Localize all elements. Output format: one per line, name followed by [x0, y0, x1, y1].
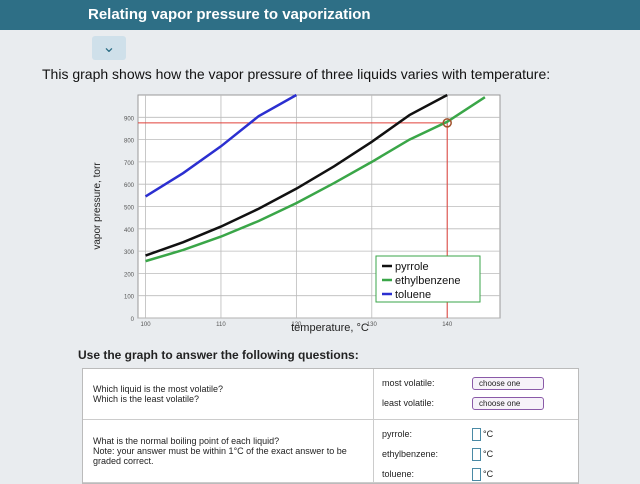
x-axis-label: temperature, °C	[291, 322, 369, 334]
collapse-button[interactable]: ⌄	[92, 36, 126, 60]
field-label: most volatile:	[382, 378, 435, 388]
y-tick-label: 400	[124, 228, 135, 234]
question-text: Which is the least volatile?	[93, 394, 200, 404]
unit: °C	[483, 429, 494, 439]
y-tick-label: 500	[124, 206, 135, 212]
answer-input[interactable]	[472, 427, 481, 441]
y-tick-label: 900	[124, 116, 135, 122]
question-text: Which liquid is the most volatile?	[93, 384, 224, 394]
data-line	[144, 93, 297, 198]
data-line	[145, 93, 448, 257]
y-tick-label: 200	[124, 272, 135, 278]
answer-input[interactable]	[472, 467, 481, 481]
y-tick-label: 100	[124, 295, 135, 301]
field: ethylbenzene: °C	[382, 444, 570, 464]
dropdown[interactable]: choose one	[472, 396, 544, 410]
y-axis-label: vapor pressure, torr	[92, 162, 103, 250]
field: least volatile: choose one	[382, 393, 570, 413]
question: Which liquid is the most volatile? Which …	[83, 369, 374, 419]
field-label: toluene:	[382, 469, 415, 479]
answer-fields: most volatile: choose one least volatile: c…	[374, 369, 578, 419]
y-tick-label: 300	[124, 250, 135, 256]
question-text: What is the normal boiling point of each…	[93, 436, 280, 446]
question-text: Note: your answer must be within 1°C of …	[93, 446, 347, 466]
answer-fields: pyrrole: °C ethylbenzene: °C toluene: °C	[374, 420, 578, 482]
x-tick-label: 110	[216, 322, 226, 328]
x-tick-label: 100	[141, 322, 152, 328]
instructions: Use the graph to answer the following qu…	[78, 348, 359, 362]
y-tick-label: 700	[124, 161, 135, 167]
table-row: What is the normal boiling point of each…	[83, 420, 578, 483]
chart: 0 100 200 300 400 500 600 700 800 900 100 110 120 130…	[92, 93, 501, 334]
data-line	[145, 96, 486, 263]
reference-point	[442, 118, 452, 128]
y-tick-label: 800	[124, 139, 135, 145]
field: most volatile: choose one	[382, 373, 570, 393]
intro-text: This graph shows how the vapor pressure …	[42, 66, 551, 82]
field: toluene: °C	[382, 464, 570, 484]
legend-label: toluene	[395, 289, 431, 301]
header: Relating vapor pressure to vaporization	[0, 0, 640, 30]
legend-label: pyrrole	[395, 261, 429, 273]
question-table: Which liquid is the most volatile? Which …	[82, 368, 579, 484]
legend	[375, 255, 481, 303]
table-row: Which liquid is the most volatile? Which …	[83, 369, 578, 420]
x-tick-label: 130	[367, 322, 378, 328]
x-tick-label: 140	[442, 322, 453, 328]
legend-label: ethylbenzene	[395, 275, 460, 287]
unit: °C	[483, 469, 494, 479]
question: What is the normal boiling point of each…	[83, 420, 374, 482]
field-label: ethylbenzene:	[382, 449, 439, 459]
header-title: Relating vapor pressure to vaporization	[88, 6, 371, 23]
dropdown[interactable]: choose one	[472, 376, 544, 390]
answer-input[interactable]	[472, 447, 481, 461]
x-tick-label: 120	[291, 322, 302, 328]
y-tick-label: 600	[124, 183, 135, 189]
unit: °C	[483, 449, 494, 459]
field-label: least volatile:	[382, 398, 435, 408]
field: pyrrole: °C	[382, 424, 570, 444]
field-label: pyrrole:	[382, 429, 413, 439]
y-tick-label: 0	[131, 317, 135, 323]
